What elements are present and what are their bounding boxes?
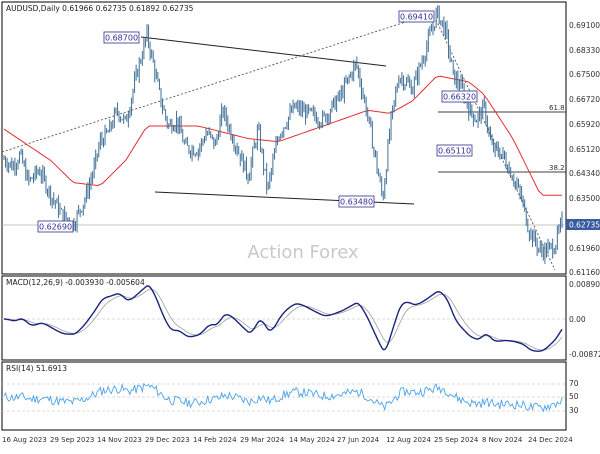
x-tick: 25 Sep 2024 [434,436,479,444]
y-tick: 0.64340 [569,169,600,178]
macd-lines [3,285,563,352]
x-tick: 29 Dec 2023 [145,436,190,444]
y-tick: 0.63500 [569,194,600,203]
x-tick: 24 Dec 2024 [528,436,573,444]
y-tick: 0.68330 [569,46,600,55]
y-tick: 0.69100 [569,21,600,30]
macd-panel-frame [1,275,567,361]
x-tick: 8 Nov 2024 [482,436,523,444]
price-label-0.65110: 0.65110 [436,144,473,157]
svg-text:0.68700: 0.68700 [105,34,138,43]
rsi-panel-header: RSI(14) 51.6913 [6,364,67,373]
x-tick: 29 Mar 2024 [240,436,285,444]
current-price-value: 0.62735 [569,221,600,230]
svg-text:0.63480: 0.63480 [340,198,373,207]
fib-382-label: 38.2 [549,164,565,172]
macd-panel-header: MACD(12,26,9) -0.003930 -0.005604 [6,278,145,287]
y-tick: 0.65920 [569,120,600,129]
macd-main-line [3,285,563,352]
x-tick: 14 Feb 2024 [193,436,237,444]
lower-trendline [154,191,415,205]
rising-dotted-trendline [1,17,419,153]
y-tick: 0.65120 [569,145,600,154]
macd-y-tick: -0.008729 [569,350,600,359]
rsi-line-path [3,382,563,413]
x-tick: 16 Aug 2023 [2,436,47,444]
rsi-y-tick: 30 [569,406,579,415]
x-tick: 14 May 2024 [289,436,335,444]
rsi-y-tick: 70 [569,379,579,388]
main-y-axis: 0.69100 0.68330 0.67500 0.66720 0.65920 … [566,21,600,277]
rsi-line [3,382,563,413]
y-tick: 0.66720 [569,95,600,104]
x-tick: 12 Aug 2024 [386,436,431,444]
main-panel-frame [1,1,567,275]
rsi-panel-frame [1,361,567,431]
x-tick: 29 Sep 2023 [50,436,94,444]
price-label-0.68700: 0.68700 [103,31,140,44]
price-label-0.66320: 0.66320 [441,90,478,103]
y-tick: 0.67500 [569,70,600,79]
x-tick: 14 Nov 2023 [97,436,142,444]
ma-line [3,75,562,196]
fib-618-label: 61.8 [549,104,565,112]
watermark: Action Forex [247,242,359,263]
svg-text:0.66320: 0.66320 [443,93,476,102]
upper-trendline [140,36,387,67]
macd-signal-line [4,288,563,351]
macd-y-tick: 0.008901 [569,280,600,289]
price-label-0.62690: 0.62690 [37,220,74,233]
y-tick: 0.61960 [569,244,600,253]
price-bars [3,5,563,264]
svg-text:0.65110: 0.65110 [438,147,471,156]
main-panel-header: AUDUSD,Daily 0.61966 0.62735 0.61892 0.6… [6,4,194,13]
x-tick: 27 Jun 2024 [337,436,380,444]
macd-y-tick: 0.00 [569,315,586,324]
rsi-y-tick: 50 [569,392,579,401]
price-label-0.63480: 0.63480 [338,195,375,208]
y-tick: 0.61160 [569,268,600,277]
price-label-0.69410: 0.69410 [398,10,435,23]
svg-text:0.69410: 0.69410 [400,13,433,22]
current-price-tag [566,219,600,230]
x-axis: 16 Aug 2023 29 Sep 2023 14 Nov 2023 29 D… [2,436,573,444]
svg-text:0.62690: 0.62690 [39,223,72,232]
moving-average-line [3,75,562,196]
